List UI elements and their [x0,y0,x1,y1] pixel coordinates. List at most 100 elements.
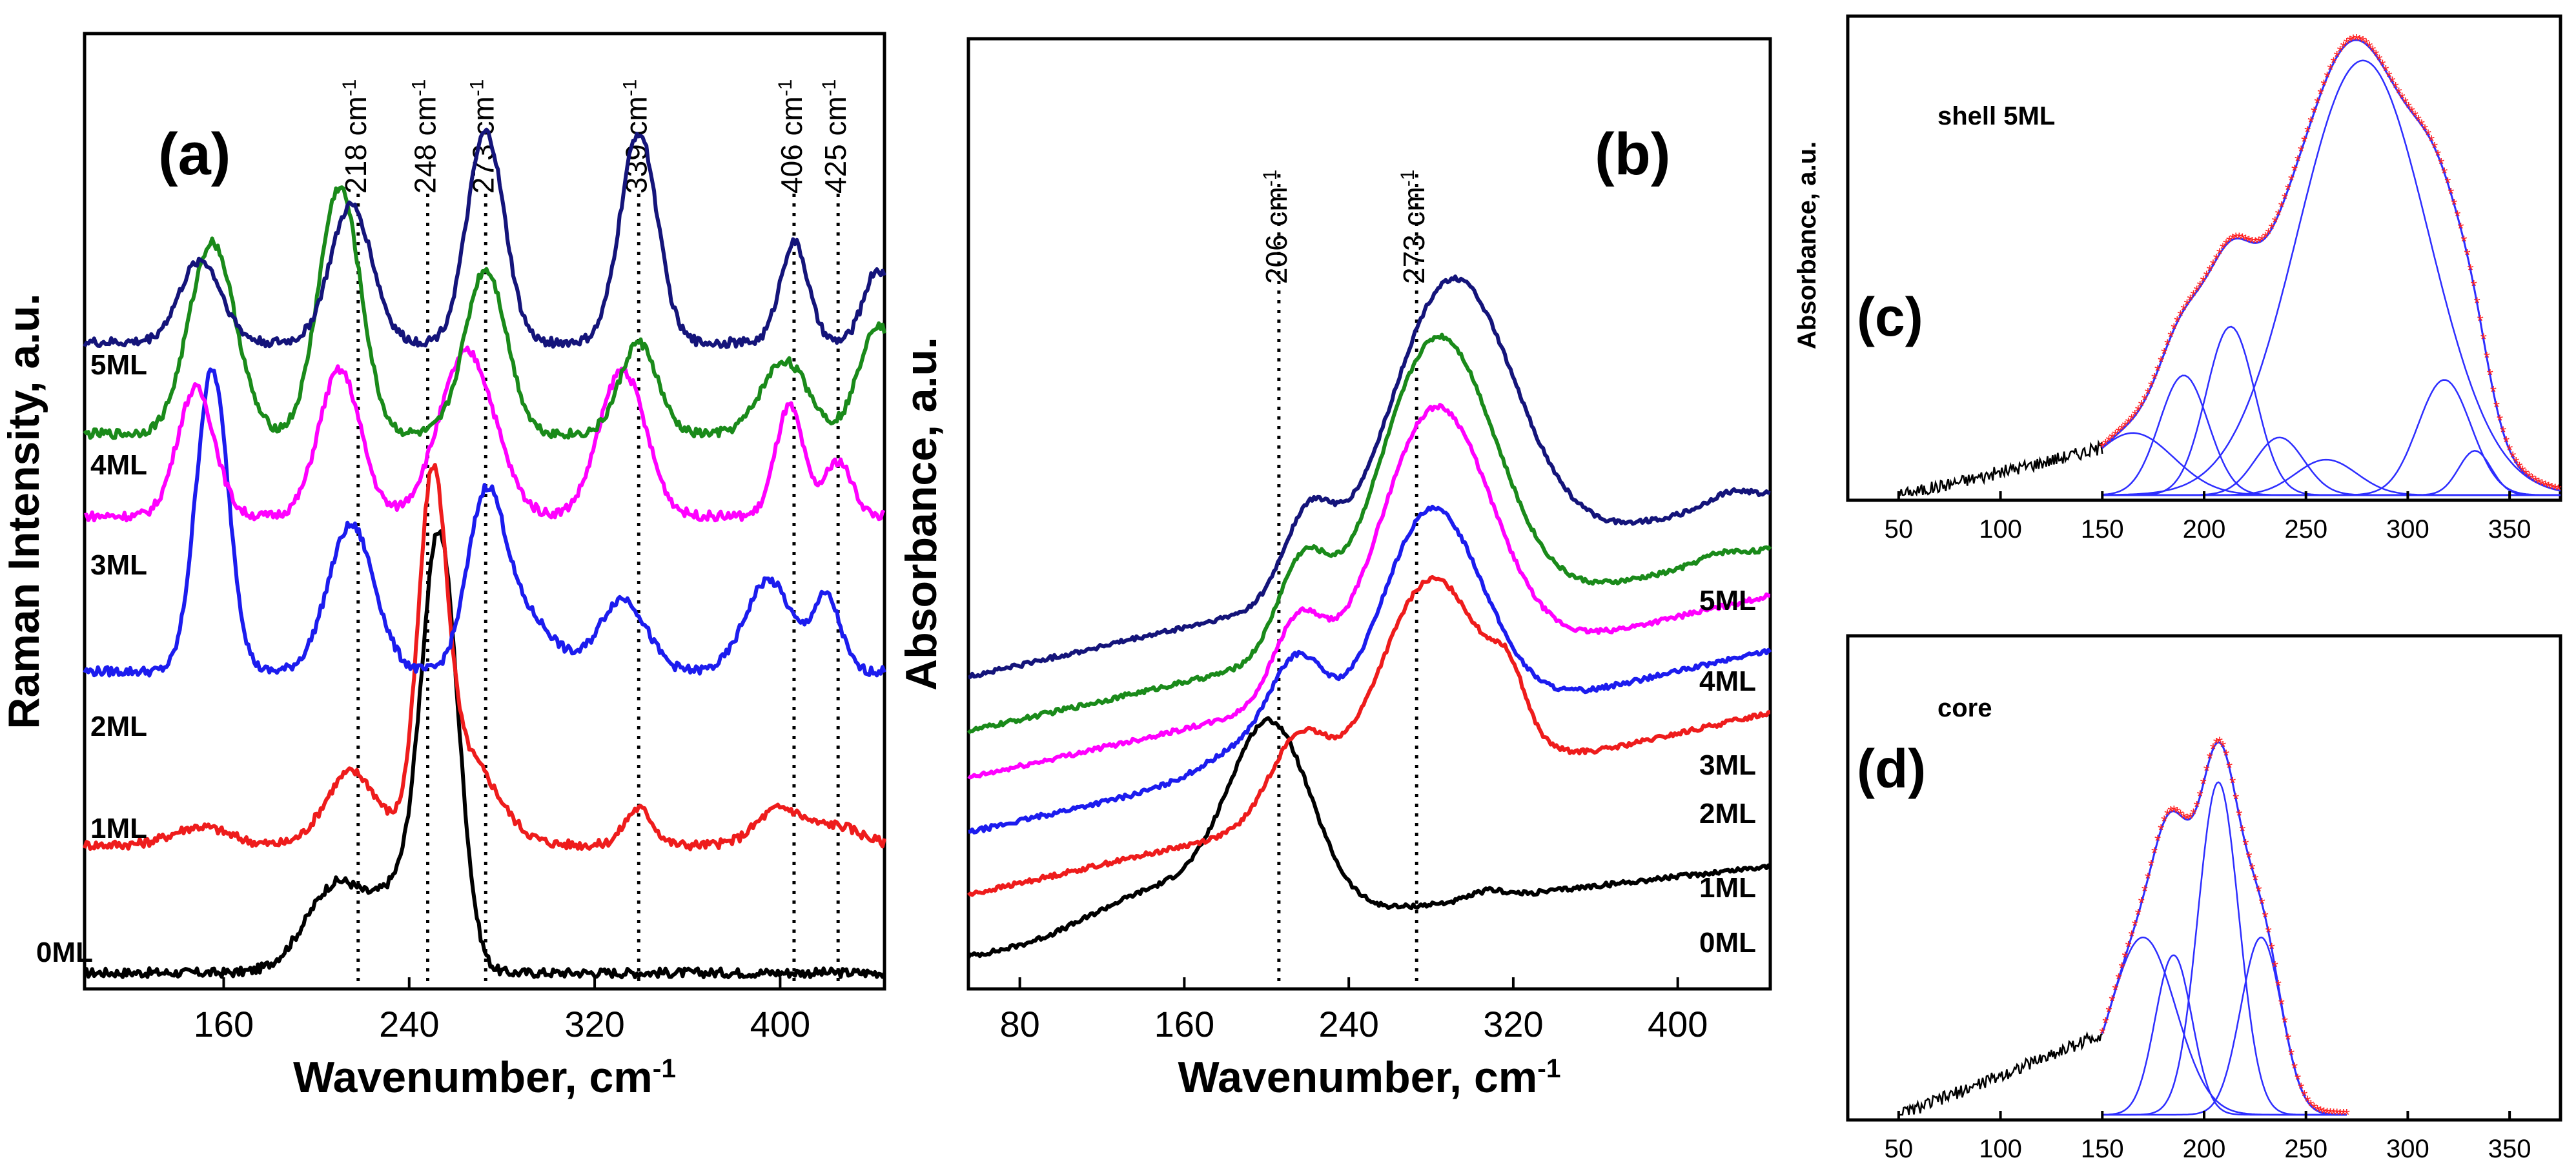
c-data-point: * [2493,397,2500,416]
c-data-point: * [2441,163,2448,183]
c-data-point: * [2239,230,2245,249]
d-data-point: * [2145,869,2151,888]
d-data-point: * [2125,937,2132,957]
a-label-5ML: 5ML [90,349,147,381]
c-data-point: * [2373,46,2379,65]
a-xtick-label: 240 [379,1004,439,1044]
d-data-point: * [2180,809,2187,828]
c-data-point: * [2487,365,2493,385]
c-data-point: * [2278,198,2285,217]
c-data-point: * [2438,154,2444,174]
c-data-point: * [2350,31,2356,50]
b-xtick-label: 320 [1483,1004,1543,1044]
c-data-point: * [2272,213,2278,232]
a-ref-label-248: 248 cm-1 [408,79,442,194]
b-panel-label: (b) [1595,121,1670,187]
d-data-point: * [2340,1105,2347,1124]
c-data-point: * [2161,344,2167,363]
c-data-point: * [2546,478,2552,497]
c-data-point: * [2320,76,2327,96]
d-data-point: * [2142,882,2148,901]
d-fit-envelope [2101,741,2347,1116]
d-data-point: * [2112,981,2118,1000]
c-data-point: * [2298,142,2304,161]
d-data-point: * [2109,991,2115,1011]
c-data-point: * [2105,432,2112,451]
a-label-1ML: 1ML [90,813,147,844]
b-frame [966,37,1772,991]
c-data-point: * [2386,67,2392,86]
d-data-point: * [2344,1105,2350,1124]
c-data-point: * [2366,38,2373,57]
d-data-point: * [2298,1079,2304,1099]
c-data-point: * [2177,306,2183,325]
d-data-point: * [2216,733,2223,752]
a-series-3ML [84,345,886,523]
d-data-point: * [2151,843,2158,862]
d-data-point: * [2252,871,2258,890]
c-data-point: * [2213,250,2220,269]
b-ref-label-206: 206 cm-1 [1259,170,1293,284]
d-data-point: * [2295,1070,2301,1089]
c-data-point: * [2171,320,2177,339]
d-data-point: * [2138,893,2145,913]
b-label-1ML: 1ML [1699,872,1756,904]
d-data-point: * [2154,831,2161,851]
d-data-point: * [2259,894,2265,913]
d-data-point: * [2269,939,2275,959]
c-data-point: * [2389,73,2395,92]
c-data-point: * [2363,35,2369,54]
c-data-point: * [2425,126,2431,145]
c-data-point: * [2174,312,2180,332]
c-xtick-label: 150 [2081,515,2124,544]
c-data-point: * [2301,132,2307,152]
c-data-point: * [2542,477,2549,496]
d-data-point: * [2174,803,2180,822]
c-data-point: * [2148,377,2154,396]
c-data-point: * [2382,61,2389,81]
c-data-point: * [2220,239,2226,259]
a-label-3ML: 3ML [90,549,147,581]
c-data-point: * [2457,219,2464,238]
c-data-point: * [2369,41,2376,61]
b-series-3ML [967,403,1771,780]
c-data-point: * [2503,432,2510,452]
c-data-point: * [2460,232,2467,251]
d-data-point: * [2220,737,2226,757]
c-data-point: * [2324,68,2330,87]
c-data-point: * [2415,111,2422,130]
c-data-point: * [2484,348,2490,367]
d-data-point: * [2320,1104,2327,1123]
c-data-point: * [2180,300,2187,320]
c-data-point: * [2340,37,2347,57]
b-series-5ML [968,274,1771,680]
c-data-point: * [2529,470,2535,489]
c-fit-envelope [2101,39,2561,492]
c-data-point: * [2142,391,2148,410]
a-series-2ML [83,367,886,678]
c-data-point: * [2480,330,2487,349]
d-data-point: * [2317,1103,2324,1122]
a-series-4ML [83,185,886,440]
c-data-point: * [2154,361,2161,380]
b-xtick-label: 80 [999,1004,1039,1044]
d-data-point: * [2331,1105,2337,1124]
d-data-point: * [2229,773,2236,793]
c-data-point: * [2347,32,2353,52]
c-data-point: * [2379,56,2386,76]
c-xtick-label: 250 [2284,515,2327,544]
c-data-point: * [2291,161,2298,181]
c-data-point: * [2552,480,2559,499]
c-data-point: * [2307,112,2314,132]
d-data-point: * [2282,1013,2288,1032]
c-data-point: * [2331,53,2337,72]
d-data-point: * [2210,739,2216,758]
c-data-point: * [2539,475,2546,494]
d-data-point: * [2122,948,2129,967]
d-data-point: * [2148,856,2154,875]
b-label-4ML: 4ML [1699,666,1756,697]
c-data-point: * [2510,447,2516,467]
c-data-point: * [2360,32,2366,52]
d-data-point: * [2177,806,2183,825]
